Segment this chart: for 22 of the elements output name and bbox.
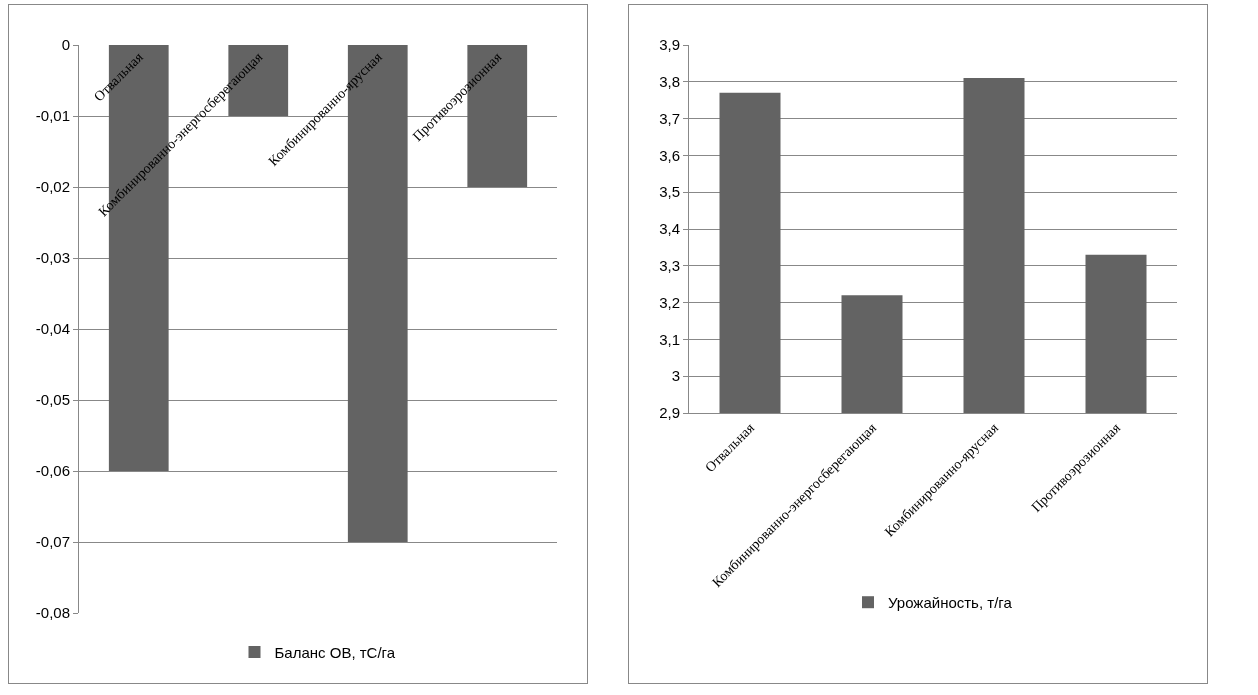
y-tick-label: -0,02: [35, 178, 70, 196]
y-tick-label: -0,06: [35, 462, 70, 480]
y-tick-label: -0,01: [35, 107, 70, 125]
y-tick-label: 3,3: [659, 257, 680, 275]
y-tick-label: 3,7: [659, 109, 680, 127]
y-tick-label: -0,08: [35, 604, 70, 622]
y-tick-label: -0,04: [35, 320, 70, 338]
y-tick-label: 3,4: [659, 220, 680, 238]
y-tick-label: -0,03: [35, 249, 70, 267]
y-tick-label: 3,9: [659, 36, 680, 54]
y-tick-label: -0,07: [35, 533, 70, 551]
legend-label: Баланс ОВ, тС/га: [274, 643, 396, 661]
y-tick-label: 3: [671, 367, 680, 385]
y-tick-label: 3,8: [659, 73, 680, 91]
y-tick-label: 3,2: [659, 293, 680, 311]
y-tick-label: 0: [61, 36, 70, 54]
y-tick-label: -0,05: [35, 391, 70, 409]
y-tick-label: 3,1: [659, 330, 680, 348]
legend-label: Урожайность, т/га: [888, 594, 1013, 612]
y-tick-label: 3,5: [659, 183, 680, 201]
y-tick-label: 2,9: [659, 404, 680, 422]
y-tick-label: 3,6: [659, 146, 680, 164]
